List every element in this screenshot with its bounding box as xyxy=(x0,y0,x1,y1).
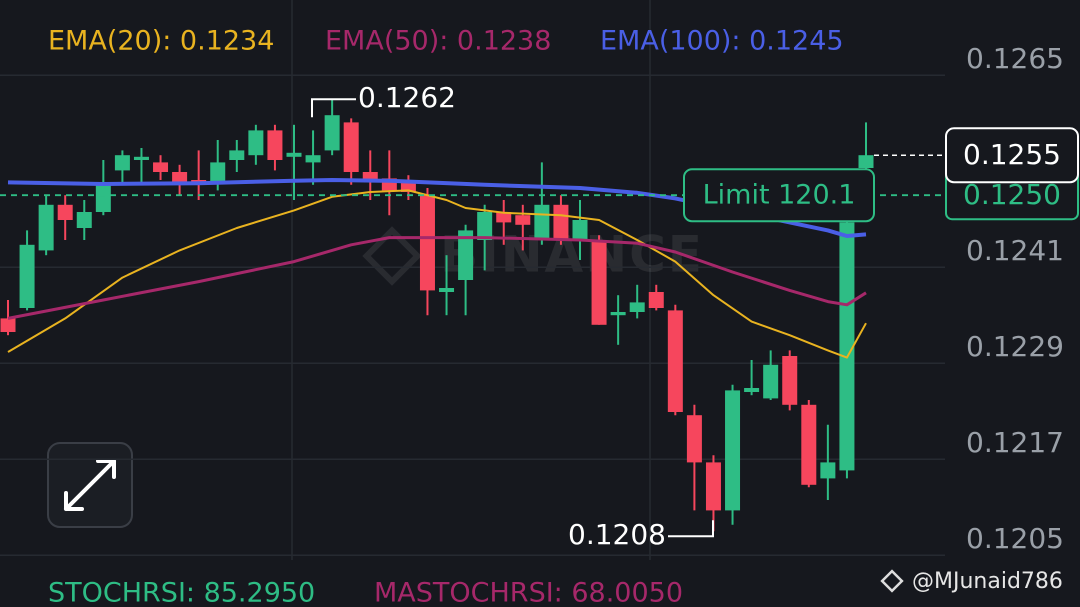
legend-entry: EMA(100): 0.1245 xyxy=(600,26,844,57)
y-tick-label: 0.1205 xyxy=(966,522,1064,555)
candle-body xyxy=(267,130,283,160)
candle-body xyxy=(744,388,760,392)
ema-line xyxy=(7,178,867,238)
high-pointer xyxy=(311,98,356,118)
candle-body xyxy=(133,156,149,160)
indicator: MASTOCHRSI: 68.0050 xyxy=(374,578,683,607)
candle-body xyxy=(0,318,16,332)
candle-body xyxy=(820,462,836,479)
candle-body xyxy=(648,292,664,308)
limit-price: 0.1250 xyxy=(963,178,1061,211)
y-tick-label: 0.1265 xyxy=(966,42,1064,75)
legend-entry: EMA(50): 0.1238 xyxy=(325,26,551,57)
expand-button[interactable] xyxy=(47,442,133,528)
candle-body xyxy=(553,204,569,240)
indicator: STOCHRSI: 85.2950 xyxy=(48,578,315,607)
candle-body xyxy=(419,195,435,291)
candle-body xyxy=(362,172,378,180)
low-label: 0.1208 xyxy=(568,518,666,551)
candle-body xyxy=(57,204,73,220)
candle-body xyxy=(667,310,683,412)
candle-body xyxy=(458,230,474,280)
y-tick-label: 0.1217 xyxy=(966,426,1064,459)
limit-label: Limit 120.1 xyxy=(703,180,856,211)
candle-body xyxy=(477,212,493,240)
price-label: 0.1255 xyxy=(963,138,1061,171)
candle-body xyxy=(572,220,588,240)
candle-body xyxy=(782,356,798,405)
candle-body xyxy=(705,462,721,511)
candle-body xyxy=(324,115,340,151)
candle-body xyxy=(114,155,130,171)
candle-body xyxy=(343,122,359,172)
candle-body xyxy=(534,204,550,240)
candle-body xyxy=(95,184,111,212)
candle-body xyxy=(763,364,779,399)
candle-body xyxy=(801,404,817,485)
legend-entry: EMA(20): 0.1234 xyxy=(48,26,274,57)
candle-body xyxy=(229,150,245,160)
ema-line xyxy=(7,236,867,320)
ema-line xyxy=(7,189,867,359)
y-tick-label: 0.1241 xyxy=(966,234,1064,267)
y-tick-label: 0.1229 xyxy=(966,330,1064,363)
low-pointer xyxy=(668,520,714,538)
credit: @MJunaid786 xyxy=(880,569,1063,594)
candle-body xyxy=(439,288,455,292)
candle-body xyxy=(305,155,321,163)
candle-body xyxy=(172,172,188,183)
candle-body xyxy=(686,415,702,463)
candle-body xyxy=(591,240,607,325)
candle-body xyxy=(515,215,531,225)
price-box xyxy=(945,127,1079,184)
expand-icon xyxy=(64,459,116,511)
candle-body xyxy=(19,244,35,308)
candle-body xyxy=(286,152,302,157)
candle-body xyxy=(496,212,512,223)
candle-body xyxy=(38,204,54,251)
high-label: 0.1262 xyxy=(358,81,456,114)
candle-body xyxy=(725,390,741,511)
candle-body xyxy=(610,312,626,316)
candle-body xyxy=(210,162,226,183)
candle-body xyxy=(858,155,874,168)
limit-box xyxy=(683,168,875,223)
candle-body xyxy=(153,162,169,172)
credit-text: @MJunaid786 xyxy=(912,569,1063,594)
candle-body xyxy=(839,222,855,471)
candle-body xyxy=(248,130,264,156)
candle-body xyxy=(76,212,92,228)
candle-body xyxy=(629,302,645,312)
